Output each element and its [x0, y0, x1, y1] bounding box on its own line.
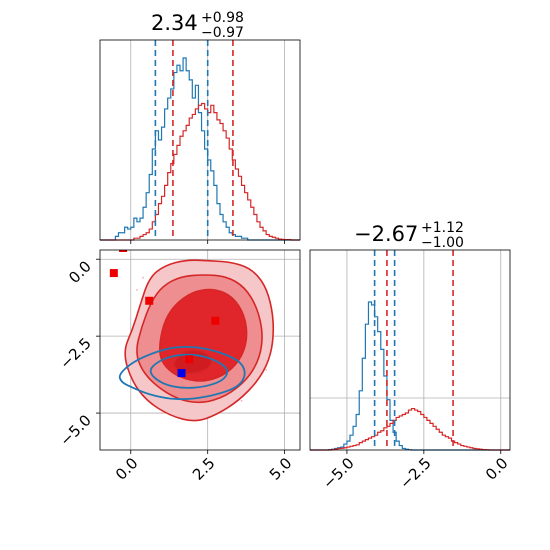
joint-x-tick-label: 5.0 — [266, 454, 296, 484]
marginal-y-hist-0 — [310, 301, 510, 451]
joint-marker-4 — [177, 369, 186, 378]
joint-contour-1-0 — [118, 345, 246, 401]
marginal-y-histograms — [310, 301, 510, 451]
marginal-y-title-minus: −1.00 — [421, 235, 464, 251]
marginal-y-hist-1 — [310, 407, 510, 451]
marginal-x-hist-1 — [100, 102, 300, 241]
marginal-y-quantile-lines — [373, 250, 454, 450]
marginal-x-histograms — [100, 57, 300, 241]
joint-markers — [109, 250, 220, 378]
joint-y-tick-labels: 0.0 −2.5 −5.0 — [56, 257, 94, 449]
joint-sample-point — [142, 276, 144, 279]
marginal-y-x-tick-label: −5.0 — [319, 454, 357, 492]
joint-marker-3 — [185, 355, 194, 364]
joint-sample-point — [240, 399, 243, 402]
joint-y-tick-label: −5.0 — [56, 411, 94, 449]
marginal-x-quantile-lines — [154, 40, 234, 240]
joint-x-tick-label: 2.5 — [189, 454, 219, 484]
marginal-y-panel: −5.0 −2.5 0.0 −2.67 +1.12 −1.00 — [309, 220, 512, 493]
joint-contour-1-1 — [149, 353, 229, 389]
marginal-y-x-tick-label: −2.5 — [396, 454, 434, 492]
joint-sample-point — [136, 289, 138, 291]
joint-x-tick-labels: 0.0 2.5 5.0 — [112, 454, 295, 484]
marginal-x-tick-marks — [130, 240, 286, 244]
joint-x-tick-label: 0.0 — [112, 454, 142, 484]
joint-marker-2 — [211, 316, 220, 325]
joint-marker-edge — [119, 250, 128, 252]
marginal-y-x-tick-label: 0.0 — [482, 454, 512, 484]
marginal-x-panel: 2.34 +0.98 −0.97 — [99, 10, 301, 244]
joint-panel: 0.0 2.5 5.0 0.0 −2.5 −5.0 — [56, 249, 301, 484]
marginal-x-title-plus: +0.98 — [201, 10, 244, 26]
marginal-y-grid — [310, 250, 510, 450]
joint-contours — [118, 259, 275, 422]
marginal-y-frame — [309, 249, 511, 451]
joint-sample-point — [265, 369, 268, 371]
marginal-y-tick-marks — [346, 450, 502, 454]
marginal-x-title-median: 2.34 — [151, 11, 198, 35]
joint-tick-marks — [96, 258, 286, 454]
joint-marker-1 — [145, 296, 154, 305]
marginal-y-title-plus: +1.12 — [421, 220, 464, 236]
joint-y-tick-label: 0.0 — [65, 257, 95, 287]
marginal-y-x-tick-labels: −5.0 −2.5 0.0 — [319, 454, 511, 492]
marginal-x-title-minus: −0.97 — [201, 25, 244, 41]
joint-marker-0 — [109, 269, 118, 278]
joint-frame — [99, 249, 301, 451]
joint-sample-point — [160, 412, 163, 414]
marginal-x-hist-0 — [100, 57, 300, 241]
marginal-y-title-median: −2.67 — [354, 222, 418, 246]
joint-y-tick-label: −2.5 — [56, 334, 94, 372]
marginal-x-frame — [99, 39, 301, 241]
